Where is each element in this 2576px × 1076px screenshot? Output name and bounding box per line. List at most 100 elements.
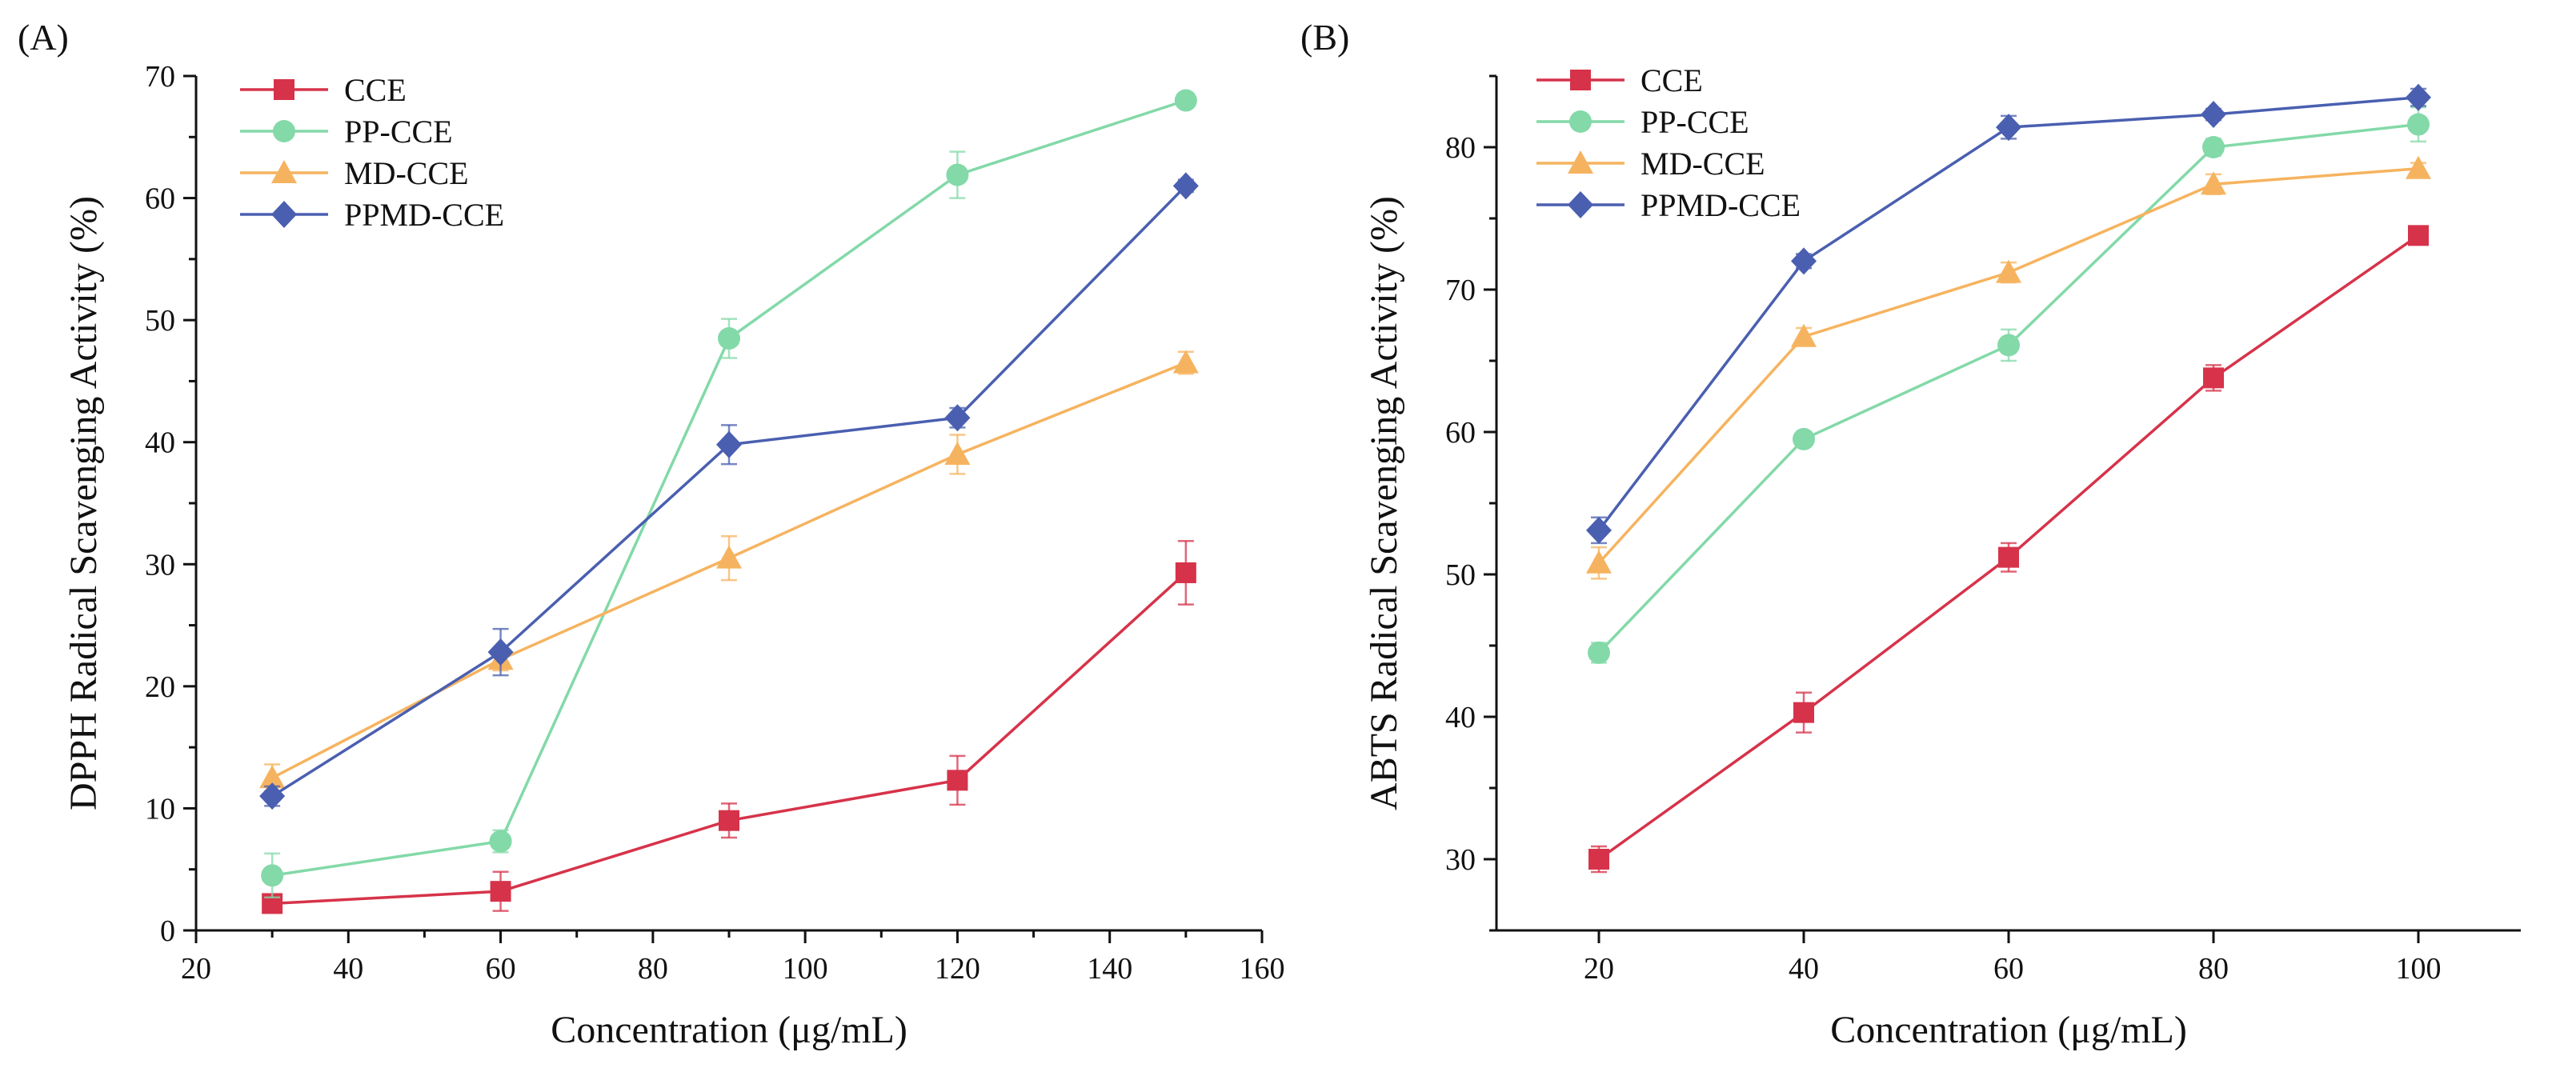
legend-label: MD-CCE	[1641, 146, 1765, 182]
panel-a: (A) 20 40 60 80 100 120 140 160 0 10 20 30 40 50 60 70 Co…	[18, 17, 1285, 1051]
x-tick-label: 20	[1584, 952, 1614, 986]
series-pp-cce	[1588, 106, 2430, 664]
data-point	[2202, 136, 2225, 158]
legend-marker	[1568, 150, 1593, 174]
data-point	[1588, 641, 1610, 664]
y-tick-label: 50	[145, 304, 175, 338]
x-tick-label: 60	[1993, 952, 2024, 986]
data-point	[259, 765, 286, 789]
data-point	[2406, 155, 2431, 179]
y-tick-label: 70	[145, 60, 175, 94]
data-point	[2408, 225, 2429, 246]
legend-label: CCE	[1641, 62, 1703, 98]
x-tick-label: 40	[333, 952, 363, 986]
legend-marker	[271, 201, 297, 228]
data-point	[1172, 172, 1199, 200]
legend-marker	[271, 160, 297, 183]
legend: CCE PP-CCE MD-CCE PPMD-CCE	[1536, 62, 1801, 223]
data-point	[1791, 323, 1817, 347]
y-tick-label: 40	[1445, 701, 1476, 734]
data-point	[2407, 113, 2430, 136]
legend-marker	[1568, 191, 1593, 218]
data-point	[718, 327, 740, 350]
legend: CCE PP-CCE MD-CCE PPMD-CCE	[240, 72, 504, 233]
data-point	[1588, 849, 1609, 870]
x-tick-label: 40	[1789, 952, 1819, 986]
series-ppmd-cce	[259, 172, 1199, 810]
series-cce	[1588, 225, 2429, 874]
data-point	[1174, 89, 1197, 112]
y-tick-label: 70	[1445, 274, 1476, 307]
data-point	[1586, 516, 1612, 544]
x-tick-label: 80	[638, 952, 668, 986]
panel-b: (B) 20 40 60 80 100 30 40 50 60 70 80 Concentration …	[1300, 17, 2521, 1051]
y-tick-label: 30	[1445, 843, 1476, 877]
data-point	[487, 638, 514, 666]
x-tick-label: 140	[1087, 952, 1132, 986]
x-axis-title: Concentration (μg/mL)	[551, 1009, 907, 1051]
data-point	[2201, 101, 2226, 129]
y-tick-label: 40	[145, 426, 175, 460]
series-ppmd-cce	[1586, 83, 2431, 545]
legend-marker	[1570, 70, 1591, 90]
data-point	[944, 441, 971, 465]
y-tick-label: 0	[160, 914, 175, 948]
data-point	[490, 881, 511, 902]
data-point	[2201, 171, 2226, 195]
legend-marker	[274, 79, 294, 100]
series-pp-cce	[261, 89, 1197, 899]
y-axis-title: DPPH Radical Scavenging Activity (%)	[62, 196, 105, 810]
x-tick-label: 160	[1240, 952, 1285, 986]
legend-marker	[1569, 110, 1592, 133]
x-axis-title: Concentration (μg/mL)	[1830, 1009, 2187, 1051]
data-point	[489, 830, 512, 853]
data-point	[2203, 367, 2224, 389]
data-point	[2406, 83, 2431, 111]
data-point	[1998, 546, 2019, 568]
y-tick-label: 10	[145, 792, 175, 826]
series-cce	[262, 540, 1196, 914]
data-point	[1997, 334, 2020, 357]
data-point	[1172, 350, 1199, 374]
series-line	[1597, 166, 2419, 564]
legend-label: MD-CCE	[344, 155, 469, 191]
data-point	[719, 810, 739, 831]
data-point	[1996, 114, 2021, 142]
series-md-cce	[259, 350, 1199, 793]
data-point	[261, 864, 284, 887]
y-tick-label: 50	[1445, 558, 1476, 592]
data-point	[947, 770, 968, 791]
data-point	[1793, 702, 1814, 723]
x-tick-label: 60	[486, 952, 516, 986]
y-tick-label: 20	[145, 670, 175, 704]
legend-label: PP-CCE	[344, 114, 453, 150]
x-tick-label: 80	[2198, 952, 2229, 986]
y-tick-label: 80	[1445, 131, 1476, 165]
panel-label: (A)	[18, 17, 69, 58]
data-point	[1586, 550, 1612, 574]
legend-label: PP-CCE	[1641, 104, 1749, 140]
series-md-cce	[1586, 155, 2431, 580]
data-point	[1793, 427, 1815, 450]
data-point	[259, 782, 286, 810]
legend-marker	[273, 120, 295, 142]
legend-label: PPMD-CCE	[1641, 187, 1801, 223]
data-point	[1175, 562, 1196, 583]
x-tick-label: 100	[2396, 952, 2442, 986]
legend-label: CCE	[344, 72, 407, 108]
series-line	[271, 185, 1188, 798]
y-tick-label: 30	[145, 548, 175, 582]
x-tick-label: 100	[783, 952, 828, 986]
data-point	[716, 430, 742, 458]
y-tick-label: 60	[1445, 416, 1476, 450]
data-point	[946, 163, 969, 186]
x-tick-label: 20	[181, 952, 211, 986]
data-point	[944, 404, 971, 432]
data-point	[1791, 247, 1817, 275]
y-tick-label: 60	[145, 182, 175, 216]
x-tick-label: 120	[935, 952, 980, 986]
data-point	[716, 545, 742, 569]
legend-label: PPMD-CCE	[344, 197, 504, 233]
y-axis-title: ABTS Radical Scavenging Activity (%)	[1363, 196, 1405, 810]
